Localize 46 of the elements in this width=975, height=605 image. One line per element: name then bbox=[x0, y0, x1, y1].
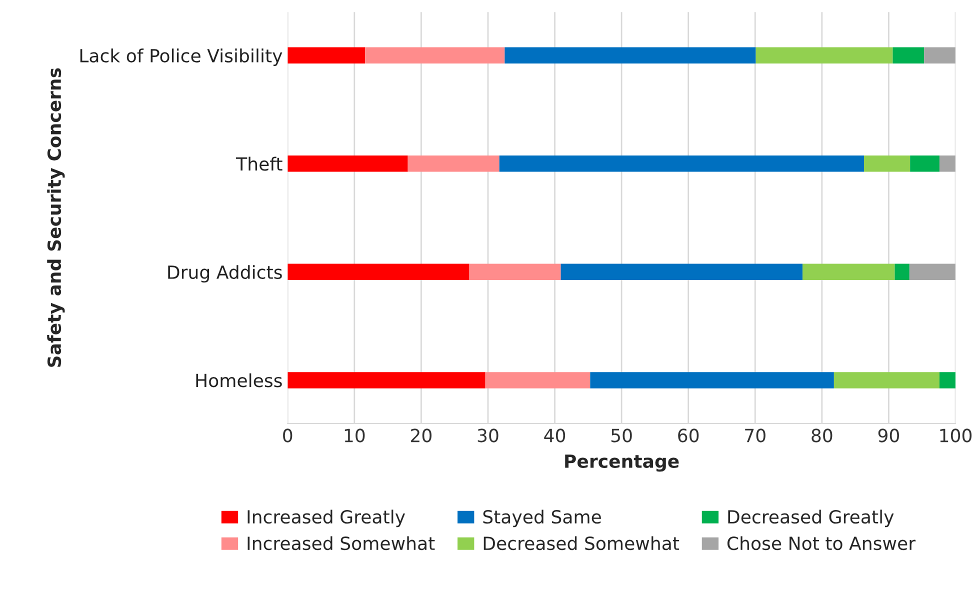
y-tick-label: Lack of Police Visibility bbox=[80, 48, 282, 66]
bar bbox=[909, 264, 956, 280]
bar bbox=[499, 156, 864, 172]
bar bbox=[924, 47, 956, 64]
x-axis-title: Percentage bbox=[565, 454, 679, 472]
legend-label: Increased Somewhat bbox=[248, 536, 435, 550]
x-tick-label: 20 bbox=[411, 428, 432, 442]
x-tick-label: 40 bbox=[544, 428, 566, 442]
bar bbox=[939, 372, 956, 388]
x-tick-label: 60 bbox=[678, 428, 699, 442]
bar bbox=[504, 47, 756, 64]
x-tick-label: 80 bbox=[812, 428, 832, 442]
bar bbox=[560, 264, 803, 280]
x-tick-label: 100 bbox=[940, 428, 972, 442]
bar bbox=[288, 372, 486, 388]
legend-label: Decreased Somewhat bbox=[484, 536, 680, 550]
bar bbox=[485, 372, 590, 388]
bar bbox=[939, 156, 956, 172]
bar bbox=[408, 156, 500, 172]
bar bbox=[365, 47, 505, 64]
x-tick-label: 10 bbox=[344, 428, 365, 442]
bar bbox=[894, 264, 910, 280]
bar bbox=[288, 264, 470, 280]
x-tick-label: 50 bbox=[611, 428, 632, 442]
legend-label: Chose Not to Answer bbox=[727, 536, 916, 550]
legend-label: Decreased Greatly bbox=[728, 510, 894, 528]
bar bbox=[469, 264, 561, 280]
legend-label: Increased Greatly bbox=[248, 510, 406, 528]
y-tick-label: Homeless bbox=[196, 373, 282, 388]
bar bbox=[802, 264, 895, 280]
bar bbox=[864, 156, 910, 172]
bar bbox=[910, 156, 940, 172]
x-tick-label: 0 bbox=[283, 428, 292, 442]
x-tick-label: 70 bbox=[745, 428, 766, 442]
bar bbox=[288, 156, 408, 172]
bar bbox=[590, 372, 834, 388]
bar bbox=[288, 47, 366, 64]
x-tick-label: 90 bbox=[878, 428, 899, 442]
y-axis-title: Safety and Security Concerns bbox=[47, 68, 65, 367]
bar bbox=[834, 372, 940, 388]
y-tick-label: Drug Addicts bbox=[168, 265, 282, 283]
y-tick-label: Theft bbox=[236, 156, 282, 171]
bar bbox=[756, 47, 893, 64]
legend-label: Stayed Same bbox=[483, 510, 601, 528]
bar bbox=[892, 47, 924, 64]
x-tick-label: 30 bbox=[478, 428, 498, 442]
